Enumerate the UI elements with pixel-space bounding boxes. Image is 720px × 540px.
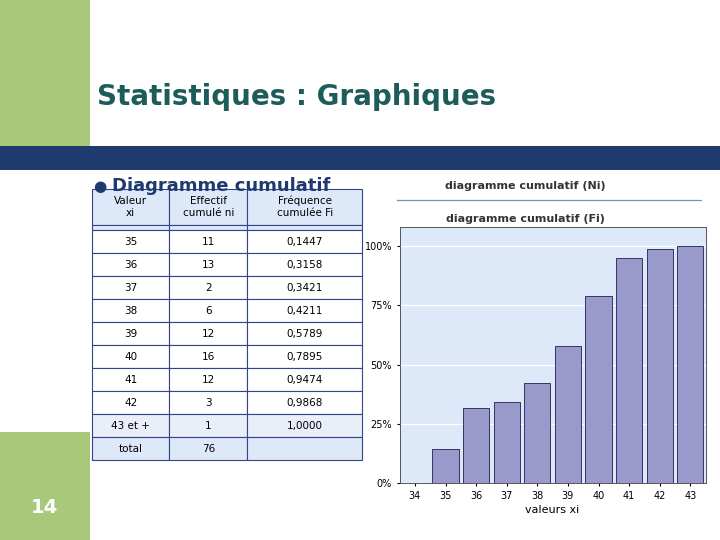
Bar	[92, 368, 169, 391]
Bar	[169, 437, 248, 460]
Bar	[169, 345, 248, 368]
Text: 80 –: 80 –	[333, 195, 354, 205]
Text: 39: 39	[124, 329, 138, 339]
Bar	[248, 189, 362, 225]
Bar	[248, 253, 362, 276]
Text: 12: 12	[202, 329, 215, 339]
Text: 0,5789: 0,5789	[287, 329, 323, 339]
Text: 1: 1	[205, 421, 212, 430]
Bar	[248, 299, 362, 322]
Bar	[169, 253, 248, 276]
Text: total: total	[119, 443, 143, 454]
Text: 1,0000: 1,0000	[287, 421, 323, 430]
Bar	[92, 391, 169, 414]
Text: Statistiques : Graphiques: Statistiques : Graphiques	[97, 83, 496, 111]
Bar	[678, 246, 703, 483]
Text: ●: ●	[94, 179, 107, 194]
Text: 35: 35	[124, 237, 138, 247]
Bar	[169, 276, 248, 299]
Bar	[92, 299, 169, 322]
Text: 0,9868: 0,9868	[287, 397, 323, 408]
Bar	[248, 368, 362, 391]
Bar	[647, 249, 672, 483]
Text: 12: 12	[202, 375, 215, 384]
Bar	[248, 391, 362, 414]
Bar	[555, 346, 581, 483]
Text: 0,3158: 0,3158	[287, 260, 323, 270]
Bar	[92, 437, 169, 460]
Text: diagramme cumulatif (Fi): diagramme cumulatif (Fi)	[446, 214, 605, 224]
Text: Valeur
xi: Valeur xi	[114, 196, 147, 218]
Text: 6: 6	[205, 306, 212, 316]
Text: 2: 2	[205, 283, 212, 293]
Bar	[169, 322, 248, 345]
Text: 36: 36	[124, 260, 138, 270]
Text: 0,1447: 0,1447	[287, 237, 323, 247]
Bar	[92, 276, 169, 299]
Bar	[92, 322, 169, 345]
Bar	[524, 383, 550, 483]
Bar	[433, 449, 459, 483]
Text: 42: 42	[124, 397, 138, 408]
Y-axis label: fréquence cumulée Fi: fréquence cumulée Fi	[351, 302, 361, 408]
Text: 76: 76	[202, 443, 215, 454]
Text: Diagramme cumulatif: Diagramme cumulatif	[112, 177, 330, 195]
Text: 0,4211: 0,4211	[287, 306, 323, 316]
Bar	[169, 368, 248, 391]
Bar	[92, 225, 169, 230]
Bar	[92, 230, 169, 253]
Text: 37: 37	[124, 283, 138, 293]
Bar	[248, 225, 362, 230]
Bar	[248, 230, 362, 253]
Text: 0,9474: 0,9474	[287, 375, 323, 384]
X-axis label: valeurs xi: valeurs xi	[526, 505, 580, 515]
Bar	[248, 322, 362, 345]
Text: Effectif
cumulé ni: Effectif cumulé ni	[183, 196, 234, 218]
Bar	[169, 391, 248, 414]
Bar	[92, 414, 169, 437]
Text: diagramme cumulatif (Ni): diagramme cumulatif (Ni)	[445, 181, 606, 191]
Text: 16: 16	[202, 352, 215, 362]
Bar	[169, 299, 248, 322]
Text: 40: 40	[124, 352, 138, 362]
Bar	[92, 345, 169, 368]
Text: 13: 13	[202, 260, 215, 270]
Text: 38: 38	[124, 306, 138, 316]
Text: 0,7895: 0,7895	[287, 352, 323, 362]
Text: 41: 41	[124, 375, 138, 384]
Bar	[92, 253, 169, 276]
Bar	[169, 230, 248, 253]
Text: 14: 14	[31, 498, 58, 517]
Bar	[248, 276, 362, 299]
Bar	[169, 414, 248, 437]
Text: 0,3421: 0,3421	[287, 283, 323, 293]
Text: 43 et +: 43 et +	[111, 421, 150, 430]
Bar	[248, 414, 362, 437]
Bar	[616, 258, 642, 483]
Bar	[248, 437, 362, 460]
Bar	[463, 408, 489, 483]
Bar	[92, 189, 169, 225]
Text: 11: 11	[202, 237, 215, 247]
Bar	[585, 296, 611, 483]
Bar	[494, 402, 520, 483]
Text: Fréquence
cumulée Fi: Fréquence cumulée Fi	[276, 196, 333, 218]
Bar	[248, 345, 362, 368]
Text: 3: 3	[205, 397, 212, 408]
Bar	[169, 189, 248, 225]
Bar	[169, 225, 248, 230]
